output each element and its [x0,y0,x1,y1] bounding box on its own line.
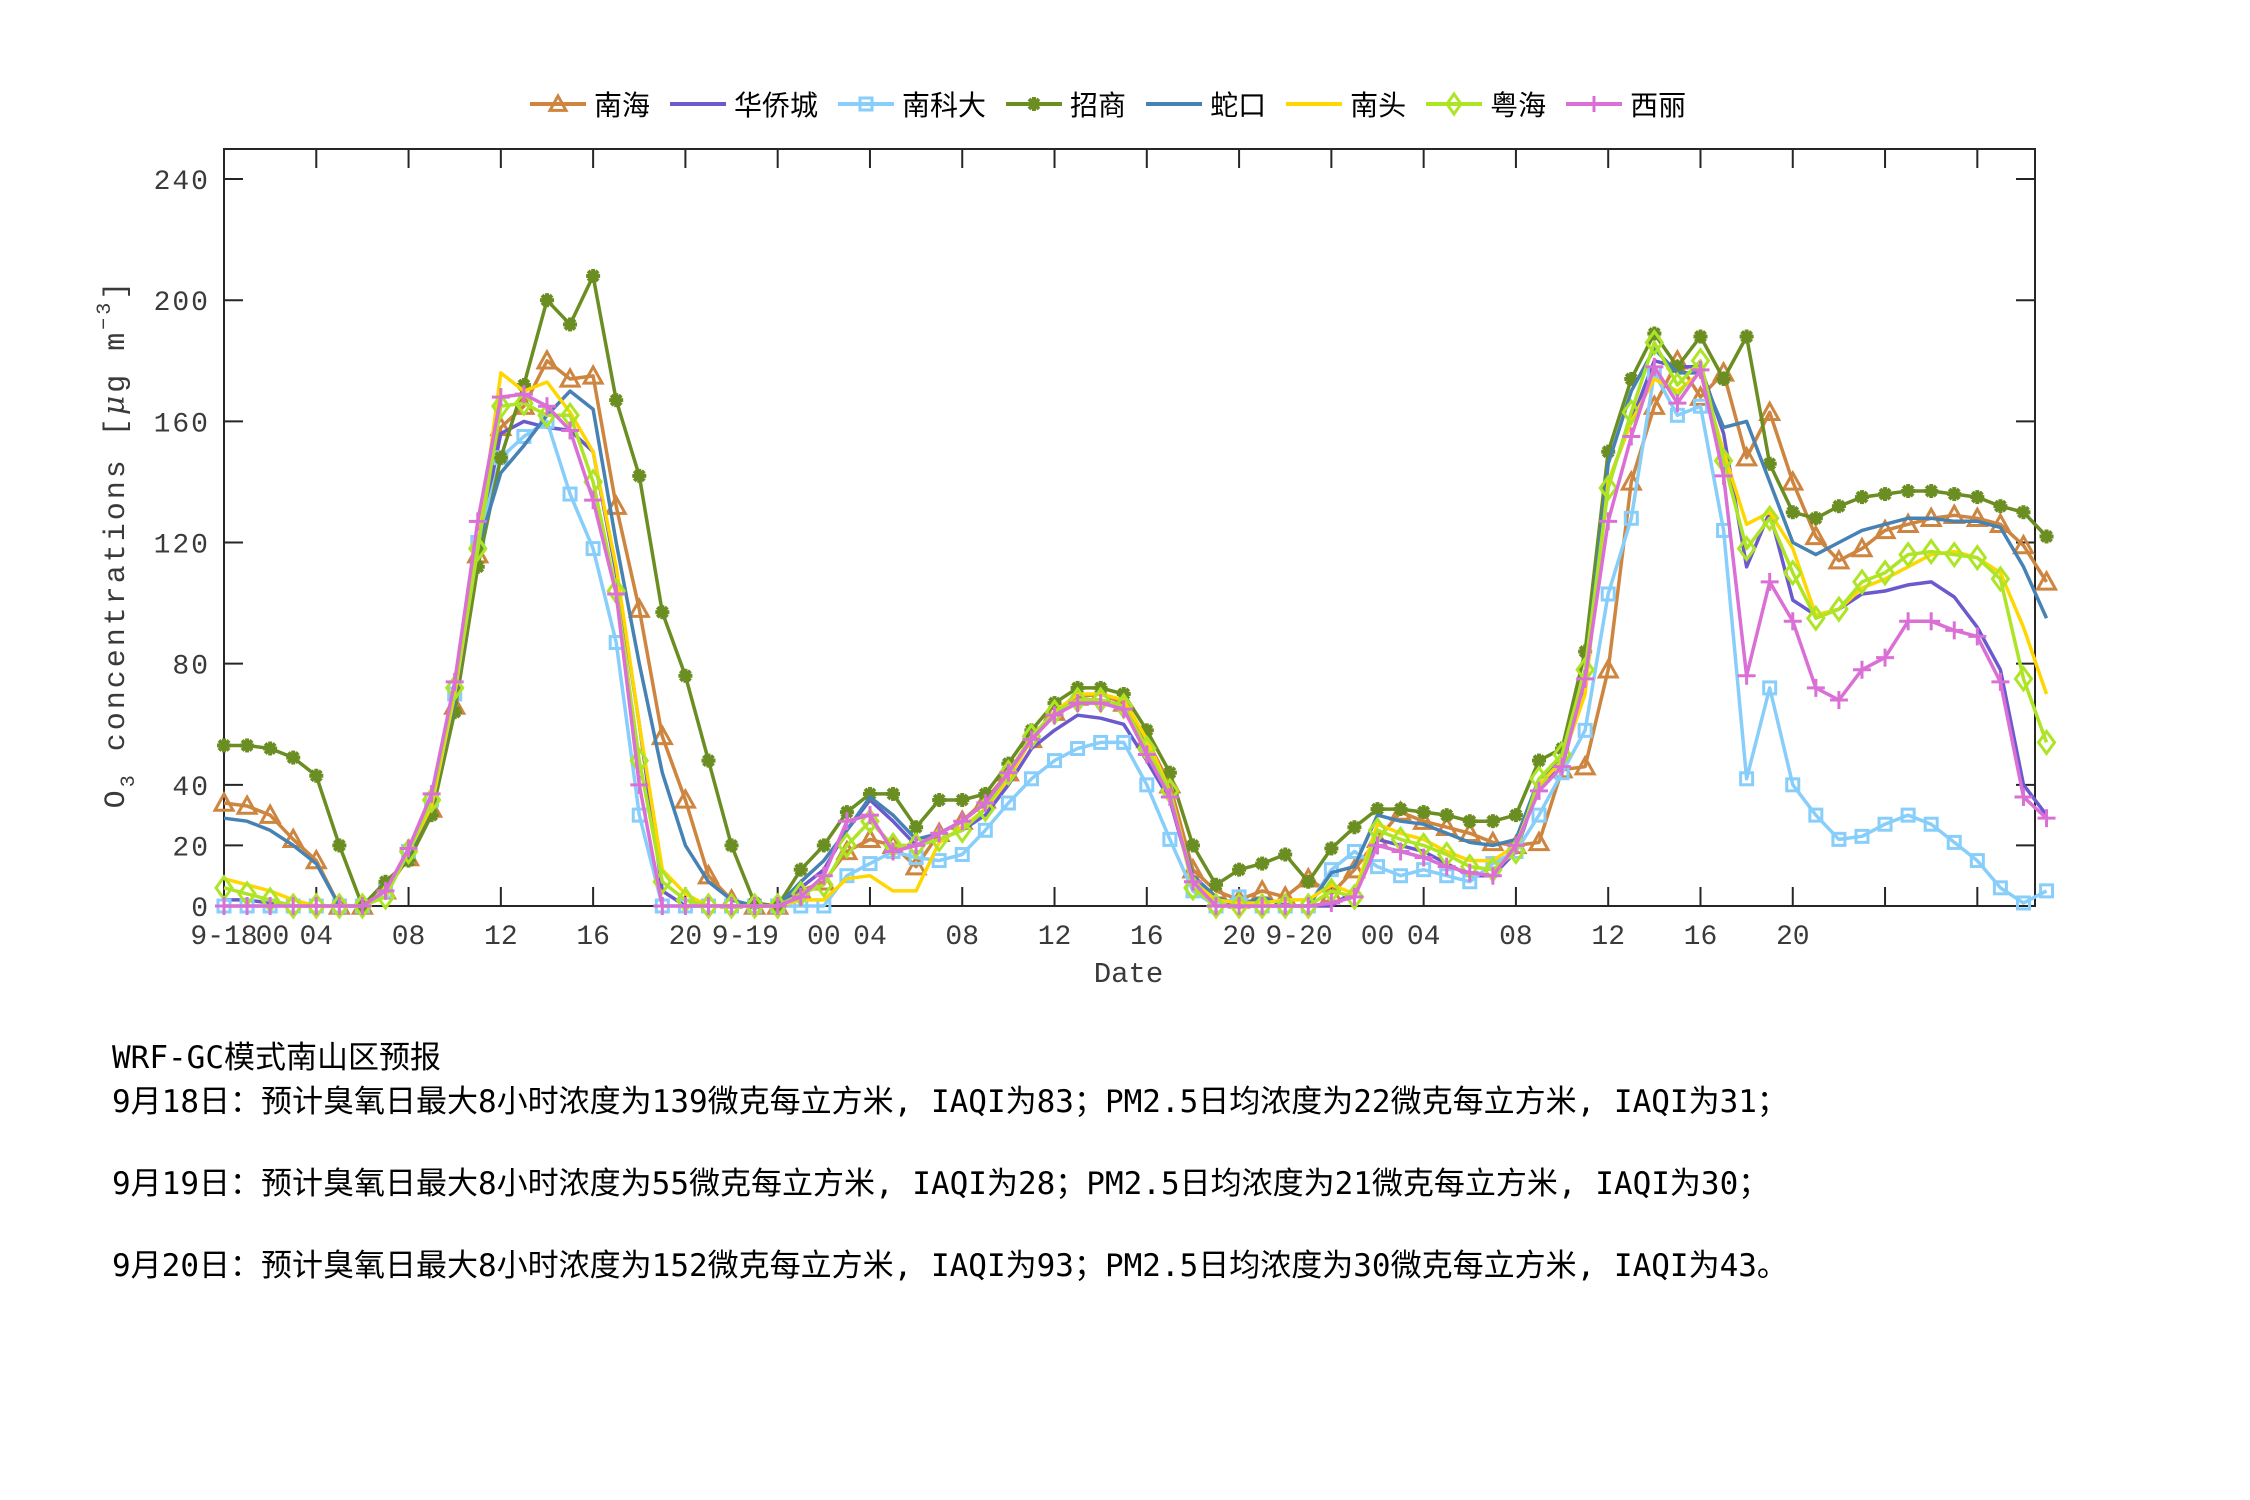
svg-text:120: 120 [154,531,210,562]
y-axis: 0 20 40 80 120 160 200 240 [154,167,2035,925]
legend-none-icon [670,102,727,106]
legend-none-icon [1146,102,1203,106]
legend-item: 南科大 [836,84,986,124]
legend-item: 招商 [1004,84,1126,124]
legend-item: 南海 [528,84,650,124]
legend-label: 粤海 [1490,89,1547,122]
series-华侨城 [224,359,2048,908]
y-axis-label: O3 concentrations [μg m−3] [94,279,141,809]
svg-text:240: 240 [154,167,210,198]
legend-plus-icon [1566,96,1623,112]
forecast-title: WRF-GC模式南山区预报 [112,1040,441,1076]
legend-label: 蛇口 [1210,89,1267,122]
legend-square-icon [838,96,895,112]
plot-frame [223,148,2036,907]
svg-text:08: 08 [392,922,426,953]
svg-text:40: 40 [172,773,210,804]
legend-item: 西丽 [1564,84,1686,124]
svg-text:16: 16 [1130,922,1164,953]
svg-text:20: 20 [1776,922,1810,953]
svg-text:9-19: 9-19 [712,922,779,953]
svg-text:12: 12 [1038,922,1072,953]
svg-text:12: 12 [484,922,518,953]
chart-legend: 南海 华侨城 南科大 招商 蛇口 南头 粤海 西丽 [528,84,1704,124]
series-招商 [217,268,2054,913]
svg-text:00: 00 [256,922,290,953]
series-粤海 [214,329,2057,920]
legend-item: 南头 [1284,84,1406,124]
svg-text:04: 04 [853,922,887,953]
svg-text:04: 04 [299,922,333,953]
svg-text:00: 00 [1361,922,1395,953]
svg-text:20: 20 [1222,922,1256,953]
legend-item: 蛇口 [1144,84,1266,124]
legend-label: 西丽 [1630,89,1687,122]
svg-text:20: 20 [172,833,210,864]
forecast-notes: WRF-GC模式南山区预报 9月18日：预计臭氧日最大8小时浓度为139微克每立… [112,1036,1788,1288]
legend-item: 粤海 [1424,84,1546,124]
svg-text:08: 08 [1499,922,1533,953]
forecast-line-9-20: 9月20日：预计臭氧日最大8小时浓度为152微克每立方米, IAQI为93；PM… [112,1248,1788,1284]
legend-label: 南头 [1350,89,1407,122]
legend-none-icon [1286,102,1343,106]
svg-text:9-20: 9-20 [1265,922,1332,953]
svg-text:20: 20 [669,922,703,953]
series-南头 [223,371,2049,908]
forecast-line-9-19: 9月19日：预计臭氧日最大8小时浓度为55微克每立方米, IAQI为28；PM2… [112,1166,1770,1202]
legend-label: 南科大 [902,89,987,122]
svg-text:80: 80 [172,652,210,683]
legend-triangle-icon [530,92,586,112]
svg-text:12: 12 [1591,922,1625,953]
svg-text:00: 00 [807,922,841,953]
forecast-line-9-18: 9月18日：预计臭氧日最大8小时浓度为139微克每立方米, IAQI为83；PM… [112,1084,1788,1120]
svg-text:200: 200 [154,288,210,319]
svg-text:16: 16 [1684,922,1718,953]
x-axis-label: Date [1094,958,1164,991]
legend-star-icon [1006,97,1063,111]
svg-text:16: 16 [576,922,610,953]
legend-item: 华侨城 [668,84,818,124]
series-西丽 [215,357,2056,915]
legend-label: 招商 [1070,89,1127,122]
legend-diamond-icon [1426,91,1483,117]
svg-text:0: 0 [191,894,210,925]
svg-text:9-18: 9-18 [190,922,257,953]
legend-label: 南海 [594,89,651,122]
svg-text:08: 08 [945,922,979,953]
svg-text:160: 160 [154,409,210,440]
legend-label: 华侨城 [734,89,819,122]
svg-text:04: 04 [1407,922,1441,953]
